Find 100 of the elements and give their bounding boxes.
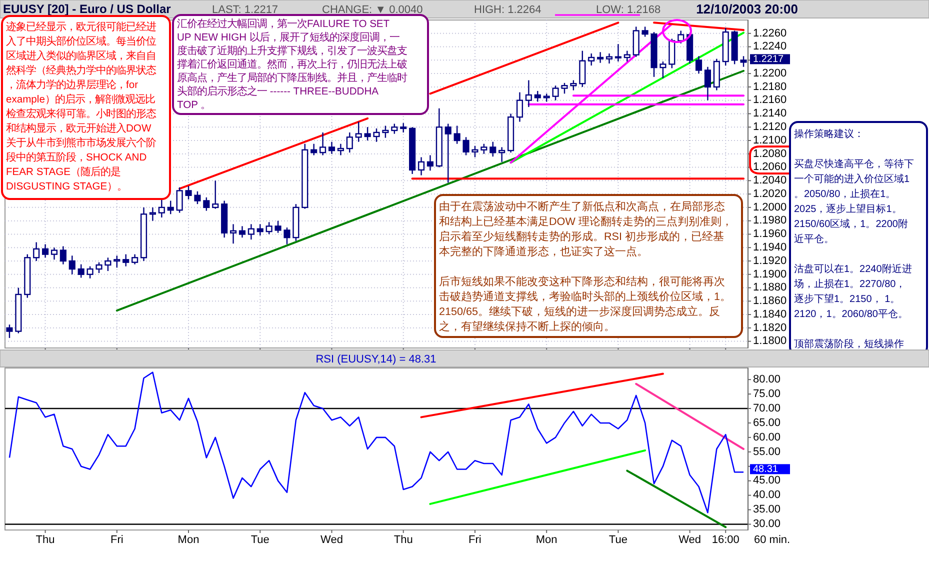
candlestick [704, 66, 711, 101]
candlestick [346, 132, 353, 154]
y-tick-label: 55.00 [753, 446, 781, 458]
y-tick-label: 45.00 [753, 474, 781, 487]
candlestick [579, 50, 586, 88]
candlestick [132, 254, 138, 265]
candlestick [462, 136, 470, 156]
y-tick-label: 1.2020 [753, 188, 787, 200]
candlestick [42, 244, 49, 258]
y-tick-label: 1.1920 [753, 254, 787, 267]
y-tick-label: 1.2120 [753, 121, 787, 134]
candlestick [695, 56, 702, 74]
candlestick [678, 30, 684, 44]
candlestick [310, 143, 318, 156]
y-tick-label: 1.1860 [753, 295, 787, 308]
candlestick [194, 190, 201, 205]
candlestick [472, 145, 478, 158]
text: 顶部震荡阶段，短线操作 [794, 338, 904, 350]
y-tick-label: 1.1900 [753, 268, 787, 280]
candlestick [480, 143, 488, 154]
candlestick [86, 266, 94, 279]
candlestick [668, 38, 676, 69]
y-tick-label: 1.1840 [753, 308, 787, 320]
candlestick [426, 154, 434, 172]
x-tick-label: Mon [536, 534, 558, 546]
candlestick [516, 92, 524, 122]
y-tick-label: 1.2000 [753, 201, 787, 214]
x-tick-label: Tue [608, 534, 628, 546]
y-tick-label: 1.2180 [753, 80, 787, 93]
y-tick-label: 1.2160 [753, 94, 787, 106]
candlestick [104, 257, 112, 272]
y-tick-label: 1.2080 [753, 148, 787, 160]
y-tick-label: 1.2200 [753, 67, 787, 80]
text: HIGH: 1.2264 [474, 4, 542, 16]
x-tick-label: Thu [394, 534, 413, 546]
x-tick-label: Tue [250, 534, 270, 546]
candlestick [498, 146, 506, 163]
y-tick-label: 65.00 [753, 416, 781, 429]
candlestick [167, 200, 174, 215]
candlestick [60, 246, 66, 265]
candlestick [597, 52, 604, 64]
candlestick [588, 52, 595, 66]
x-tick-label: Fri [468, 534, 482, 546]
y-tick-label: 1.1880 [753, 282, 787, 294]
y-tick-label: 60.00 [753, 431, 781, 444]
text: 12/10/2003 20:00 [696, 1, 798, 16]
candlestick [238, 226, 246, 238]
y-tick-label: 1.2040 [753, 174, 787, 187]
x-tick-label: Thu [36, 534, 55, 546]
x-tick-label: Wed [678, 534, 702, 546]
y-tick-label: 1.1820 [753, 322, 787, 334]
chart-title: RSI (EUUSY,14) = 48.31 [316, 353, 436, 366]
candlestick [391, 123, 398, 134]
candlestick [614, 44, 622, 62]
annotation: 汇价在经过大幅回调，第一次FAILURE TO SET UP NEW HIGH 以后，展开了短线的深度回调，一度击破了近期的上升支撑下规线，引发了一波买盘支撑着汇价返回通道。然而，再次上行，仍旧无法上破原高点，产生了局部的下降压制线。并且，产生临时头部的启示形态之一 ------ THREE--BUDDHA TOP 。 [177, 18, 407, 111]
candlestick [454, 125, 460, 144]
text: CHANGE: ▼ 0.0040 [322, 4, 423, 16]
y-tick-label: 1.2140 [753, 108, 787, 120]
y-tick-label: 1.1980 [753, 214, 787, 227]
chart-title: EUUSY [20] - Euro / US Dollar [3, 2, 172, 16]
y-tick-label: 1.2240 [753, 40, 787, 53]
text: 48.31 [753, 464, 778, 475]
candlestick [320, 132, 326, 156]
candlestick [212, 180, 219, 210]
candlestick [570, 80, 577, 91]
candlestick [230, 224, 237, 244]
text: LAST: 1.2217 [212, 4, 278, 16]
candlestick [122, 254, 130, 267]
text: LOW: 1.2168 [596, 4, 661, 16]
y-tick-label: 70.00 [753, 402, 781, 414]
candlestick [337, 143, 344, 156]
y-tick-label: 35.00 [753, 504, 781, 516]
candlestick [185, 185, 192, 200]
y-tick-label: 1.2100 [753, 134, 787, 146]
text: 买盘尽快逢高平仓，等待下一个可能的进入价位区域1。2050/80，止损在1。2025，逐步上望目标1。2150/60区域，1。2200附近平仓。 [794, 158, 914, 245]
annotation: 由于在震荡波动中不断产生了新低点和次高点，在局部形态和结构上已经基本满足DOW 理论翻转走势的三点判别准则，启示着至少短线翻转走势的形成。RSI 初步形成的，已经基本完整的下降通道形态，也证实了这一点。 [439, 200, 732, 258]
candlestick [373, 128, 380, 142]
candlestick [248, 224, 254, 240]
candlestick [606, 52, 613, 64]
candlestick [256, 224, 264, 236]
candlestick [382, 125, 389, 138]
candlestick [328, 141, 336, 154]
x-tick-label: Wed [320, 534, 343, 546]
x-tick-label: Mon [178, 534, 200, 546]
candlestick [6, 324, 13, 339]
x-tick-label: 16:00 [712, 534, 740, 546]
text: 操作策略建议： [794, 128, 864, 140]
text: 迹象已经显示，欧元很可能已经进入了中期头部价位区域。每当价位区域进入类似的临界区域，来自自然科学（经典热力学中的临界状态，流体力学的边界层理论，for example）的启示，解剖微观远比检查宏观来得可靠。小时图的形态和结构显示，欧元开始进入DOW 关于从牛市到熊市市场发展六个阶段中的第五阶段，SHOCK AND FEAR STAGE（随后的是DISGUSTING STAGE）。 [6, 22, 156, 192]
candlestick [642, 26, 648, 38]
candlestick [33, 242, 40, 262]
candlestick [50, 246, 58, 260]
y-tick-label: 1.2260 [753, 27, 787, 40]
candlestick [444, 123, 452, 184]
y-tick-label: 1.1800 [753, 335, 787, 348]
text: 1.2217 [753, 54, 784, 65]
y-tick-label: 40.00 [753, 489, 781, 502]
y-tick-label: 30.00 [753, 518, 781, 530]
candlestick [274, 220, 282, 234]
candlestick [400, 122, 407, 134]
candlestick [203, 196, 210, 212]
